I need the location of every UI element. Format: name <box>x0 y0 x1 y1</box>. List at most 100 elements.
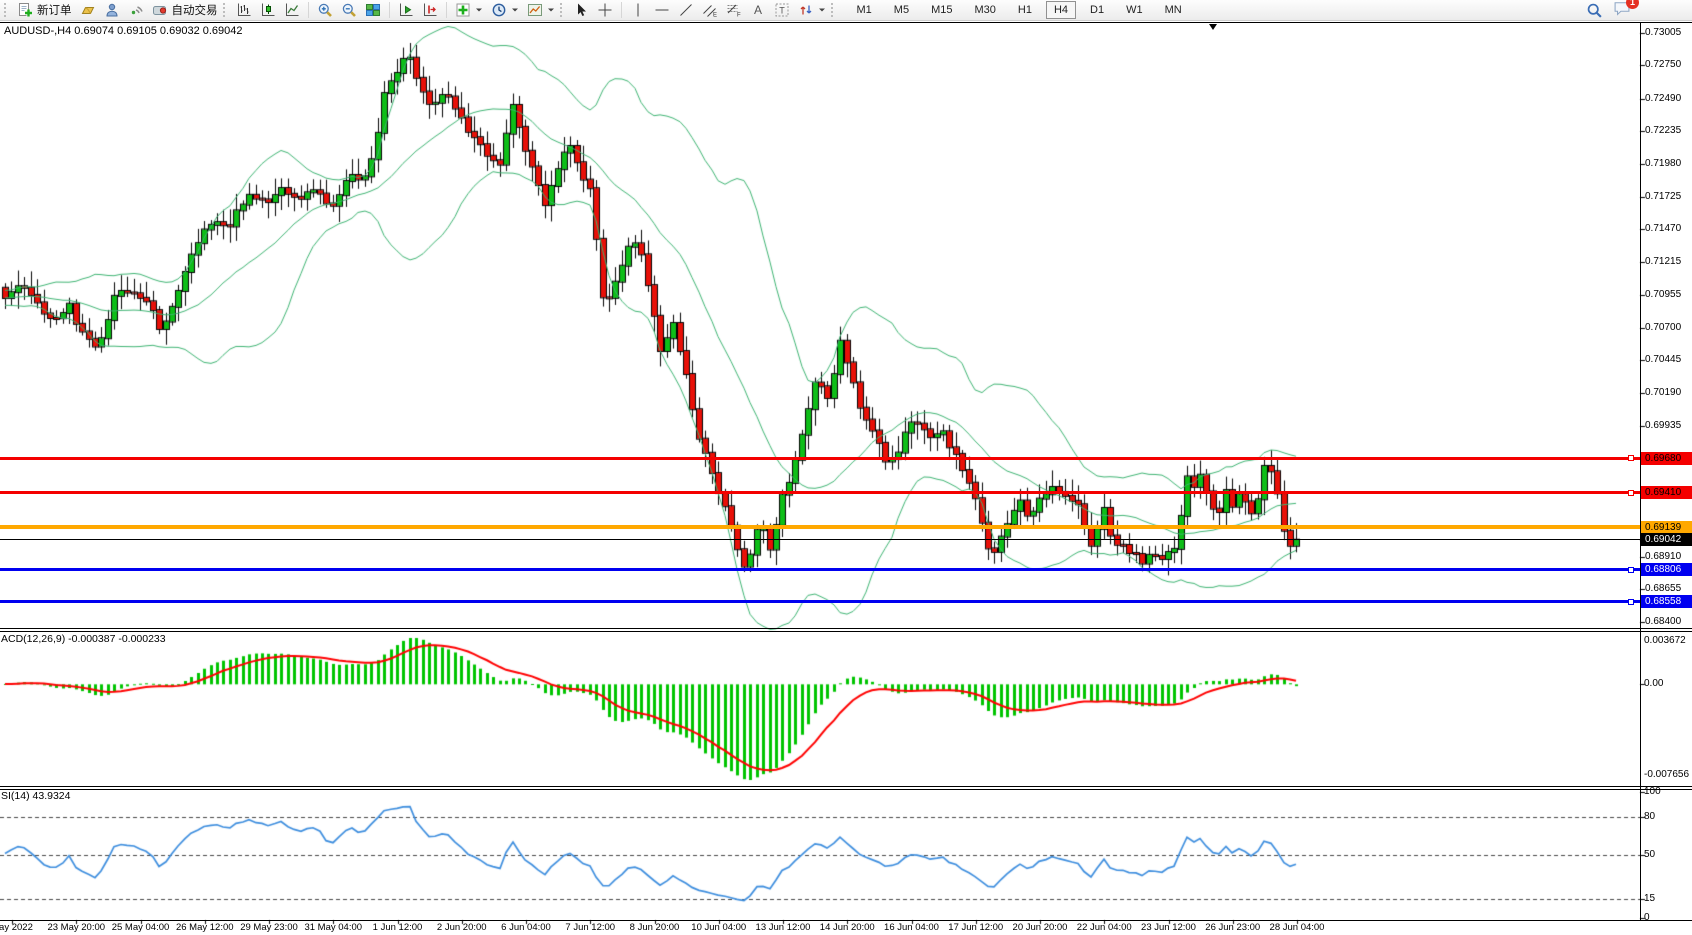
equidistant-channel-icon: E <box>702 5 717 18</box>
line-endpoint-marker[interactable] <box>1628 490 1634 496</box>
time-tick-label: 29 May 23:00 <box>240 922 298 933</box>
vertical-line-tool-button[interactable] <box>626 1 650 19</box>
main-macd-separator[interactable] <box>0 628 1692 629</box>
crosshair-tool-button[interactable] <box>593 1 617 19</box>
new-order-button[interactable]: 新订单 <box>13 1 76 19</box>
timeframe-m5[interactable]: M5 <box>893 4 910 16</box>
toolbar-grip[interactable] <box>559 3 565 17</box>
time-tick-label: 10 Jun 04:00 <box>691 922 747 933</box>
notification-badge: 1 <box>1626 0 1639 9</box>
resistance-line[interactable] <box>0 491 1640 494</box>
text-tool-button[interactable]: A <box>746 1 770 19</box>
autotrading-button[interactable]: 自动交易 <box>148 1 222 19</box>
rsi-level-50: 50 <box>1644 849 1656 860</box>
chart-shift-icon <box>423 3 436 16</box>
toolbar-separator <box>445 2 447 18</box>
gold-bar-icon <box>81 7 94 14</box>
zoom-out-button[interactable] <box>337 1 361 19</box>
text-label-tool-button[interactable]: T <box>770 1 794 19</box>
line-chart-icon <box>285 3 298 16</box>
line-endpoint-marker[interactable] <box>1628 599 1634 605</box>
search-icon[interactable] <box>1586 2 1603 19</box>
timeframe-w1[interactable]: W1 <box>1126 4 1143 16</box>
svg-text:T: T <box>779 6 785 16</box>
rsi-level-0: 0 <box>1644 912 1650 923</box>
main-macd-separator[interactable] <box>0 631 1692 632</box>
svg-text:A: A <box>753 3 761 17</box>
cursor-icon <box>577 3 586 16</box>
price-tick-label: 0.70445 <box>1645 354 1682 366</box>
resistance-line[interactable] <box>0 457 1640 460</box>
notifications-button[interactable]: 1 <box>1613 0 1639 21</box>
timeframe-mn[interactable]: MN <box>1164 4 1182 16</box>
macd-rsi-separator[interactable] <box>0 789 1692 790</box>
bar-chart-button[interactable] <box>232 1 256 19</box>
time-tick-label: 26 Jun 23:00 <box>1205 922 1261 933</box>
periods-button[interactable] <box>487 1 523 19</box>
price-tick-label: 0.72235 <box>1645 125 1682 137</box>
toolbar-grip[interactable] <box>222 3 228 17</box>
chevron-down-icon <box>475 8 482 12</box>
candlestick-chart-button[interactable] <box>256 1 280 19</box>
last-price-line[interactable] <box>0 539 1640 540</box>
timeframe-m15[interactable]: M15 <box>931 4 953 16</box>
line-endpoint-marker[interactable] <box>1628 455 1634 461</box>
text-label-icon: T <box>775 3 788 17</box>
indicators-button[interactable] <box>451 1 487 19</box>
timeframe-h1[interactable]: H1 <box>1017 4 1032 16</box>
support-line[interactable] <box>0 568 1640 571</box>
timeframe-group: M1 M5 M15 M30 H1 H4 D1 W1 MN <box>846 1 1193 19</box>
line-endpoint-marker[interactable] <box>1628 567 1634 573</box>
time-tick-label: 22 Jun 04:00 <box>1076 922 1132 933</box>
price-tick-label: 0.72490 <box>1645 92 1682 104</box>
signals-button[interactable] <box>124 1 148 19</box>
metaeditor-button[interactable] <box>100 1 124 19</box>
toolbar-right-icons: 1 <box>1586 0 1639 21</box>
timeframe-m1[interactable]: M1 <box>856 4 872 16</box>
pivot-line[interactable] <box>0 525 1640 529</box>
zoom-in-icon <box>318 3 332 17</box>
line-chart-button[interactable] <box>280 1 304 19</box>
fibonacci-tool-button[interactable]: F <box>722 1 746 19</box>
chart-shift-marker[interactable] <box>1209 24 1217 30</box>
timeframe-m30[interactable]: M30 <box>974 4 996 16</box>
templates-button[interactable] <box>523 1 559 19</box>
main-toolbar: 新订单 自动交易 <box>0 0 1692 21</box>
zoom-in-button[interactable] <box>313 1 337 19</box>
market-watch-button[interactable] <box>76 1 100 19</box>
chart-title: AUDUSD-,H4 0.69074 0.69105 0.69032 0.690… <box>4 25 243 37</box>
toolbar-grip[interactable] <box>830 3 836 17</box>
new-order-label: 新订单 <box>37 5 72 17</box>
auto-scroll-icon <box>399 3 412 16</box>
horizontal-line-tool-button[interactable] <box>650 1 674 19</box>
tile-windows-button[interactable] <box>361 1 385 19</box>
timeframe-h4[interactable]: H4 <box>1045 1 1076 19</box>
price-tick-label: 0.70190 <box>1645 386 1682 398</box>
candlestick-icon <box>261 3 274 16</box>
bar-chart-icon <box>237 3 250 16</box>
cursor-tool-button[interactable] <box>569 1 593 19</box>
time-tick-label: 14 Jun 20:00 <box>819 922 875 933</box>
price-badge-0.69680: 0.69680 <box>1641 452 1692 465</box>
arrow-tools-button[interactable] <box>794 1 830 19</box>
trendline-tool-button[interactable] <box>674 1 698 19</box>
price-tick-label: 0.72750 <box>1645 59 1682 71</box>
auto-scroll-button[interactable] <box>394 1 418 19</box>
macd-scale-zero: 0.00 <box>1644 678 1664 690</box>
time-tick-label: 23 Jun 12:00 <box>1141 922 1196 933</box>
price-tick-label: 0.71980 <box>1645 157 1682 169</box>
price-tick-label: 0.73005 <box>1645 26 1682 38</box>
support-line[interactable] <box>0 600 1640 603</box>
chart-shift-button[interactable] <box>418 1 442 19</box>
macd-scale-max: 0.003672 <box>1644 635 1686 646</box>
timeframe-d1[interactable]: D1 <box>1090 4 1105 16</box>
time-tick-label: 20 Jun 20:00 <box>1012 922 1068 933</box>
macd-rsi-separator[interactable] <box>0 786 1692 787</box>
toolbar-grip[interactable] <box>4 3 9 17</box>
equidistant-channel-tool-button[interactable]: E <box>698 1 722 19</box>
price-badge-0.68806: 0.68806 <box>1641 563 1692 576</box>
rsi-level-15: 15 <box>1644 893 1656 905</box>
price-badge-0.69410: 0.69410 <box>1641 486 1692 499</box>
rsi-level-80: 80 <box>1644 811 1656 823</box>
